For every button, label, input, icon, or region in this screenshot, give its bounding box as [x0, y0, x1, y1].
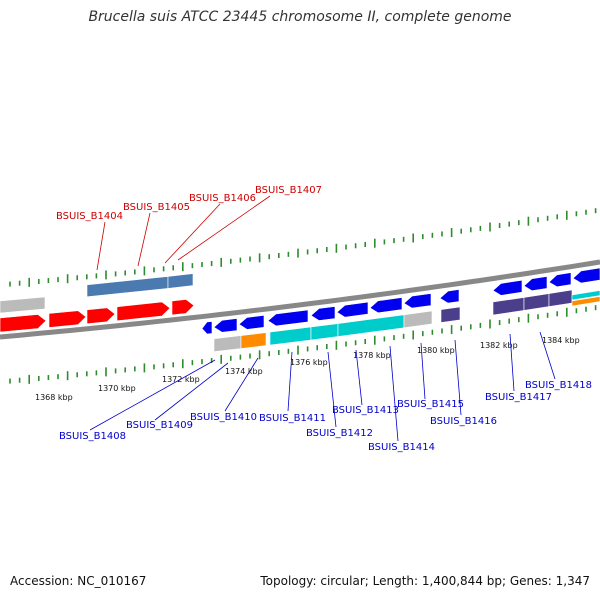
gene-label-reverse: BSUIS_B1411	[259, 413, 326, 424]
gene-label-forward: BSUIS_B1407	[255, 185, 322, 196]
leader-line	[96, 221, 106, 271]
leader-line	[224, 357, 259, 412]
gene-feature	[167, 273, 194, 289]
scale-label: 1374 kbp	[225, 367, 263, 376]
gene-feature	[572, 267, 600, 284]
gene-feature	[571, 296, 600, 307]
gene-label-forward: BSUIS_B1405	[123, 202, 190, 213]
gene-feature	[240, 332, 267, 349]
scale-label: 1368 kbp	[35, 393, 73, 402]
gene-feature	[492, 297, 525, 316]
leader-line	[137, 212, 151, 267]
scale-label: 1384 kbp	[542, 336, 580, 345]
gene-features	[0, 267, 600, 353]
gene-feature	[213, 318, 238, 333]
gene-feature	[86, 276, 169, 298]
scale-label: 1376 kbp	[290, 358, 328, 367]
scale-label: 1370 kbp	[98, 384, 136, 393]
leader-line	[355, 349, 363, 406]
gene-feature	[310, 306, 336, 321]
gene-feature	[369, 297, 403, 314]
gene-feature	[267, 309, 309, 327]
gene-feature	[171, 299, 195, 316]
leader-line	[287, 351, 293, 412]
leader-line	[327, 351, 337, 428]
gene-feature	[48, 310, 87, 328]
gene-feature	[0, 314, 47, 333]
leader-line	[154, 362, 229, 421]
gene-feature	[213, 335, 242, 353]
inner-tick-track	[9, 305, 597, 384]
gene-feature	[269, 326, 312, 346]
gene-label-reverse: BSUIS_B1417	[485, 392, 552, 403]
gene-feature	[310, 323, 339, 341]
label-leader-lines	[89, 195, 556, 442]
gene-feature	[0, 296, 46, 314]
gene-feature	[440, 306, 461, 323]
gene-feature	[201, 321, 213, 335]
gene-label-reverse: BSUIS_B1414	[368, 442, 435, 453]
scale-labels: 1368 kbp 1370 kbp 1372 kbp 1374 kbp 1376 kbp…	[35, 336, 580, 402]
gene-label-forward: BSUIS_B1406	[189, 193, 256, 204]
scale-label: 1372 kbp	[162, 375, 200, 384]
gene-label-reverse: BSUIS_B1418	[525, 380, 592, 391]
leader-line	[420, 342, 426, 400]
gene-label-forward: BSUIS_B1404	[56, 211, 123, 222]
gene-label-reverse: BSUIS_B1408	[59, 431, 126, 442]
gene-feature	[403, 310, 433, 329]
leader-line	[389, 345, 399, 442]
leader-line	[454, 339, 462, 416]
gene-label-reverse: BSUIS_B1413	[332, 405, 399, 416]
leader-line	[177, 195, 271, 261]
gene-label-reverse: BSUIS_B1409	[126, 420, 193, 431]
genome-backbone	[0, 259, 600, 340]
scale-label: 1378 kbp	[353, 351, 391, 360]
genome-summary-text: Topology: circular; Length: 1,400,844 bp…	[260, 574, 590, 588]
gene-labels: BSUIS_B1404BSUIS_B1405BSUIS_B1406BSUIS_B…	[56, 185, 592, 453]
leader-line	[164, 203, 221, 264]
gene-feature	[523, 276, 548, 292]
gene-feature	[492, 279, 523, 296]
gene-feature	[337, 314, 405, 337]
gene-feature	[548, 272, 572, 288]
accession-text: Accession: NC_010167	[10, 574, 147, 588]
gene-feature	[403, 293, 432, 309]
gene-feature	[116, 301, 171, 322]
leader-line	[539, 331, 556, 380]
gene-label-reverse: BSUIS_B1412	[306, 428, 373, 439]
map-title: Brucella suis ATCC 23445 chromosome II, …	[88, 9, 512, 25]
gene-feature	[238, 314, 265, 330]
outer-tick-track	[9, 208, 597, 287]
leader-line	[509, 333, 515, 392]
scale-label: 1380 kbp	[417, 346, 455, 355]
leader-line	[89, 359, 216, 431]
gene-feature	[523, 293, 550, 311]
gene-label-reverse: BSUIS_B1416	[430, 416, 497, 427]
scale-label: 1382 kbp	[480, 341, 518, 350]
gene-label-reverse: BSUIS_B1415	[397, 399, 464, 410]
gene-label-reverse: BSUIS_B1410	[190, 412, 257, 423]
gene-feature	[571, 290, 600, 301]
gene-feature	[439, 289, 460, 304]
gene-feature	[548, 289, 573, 307]
gene-feature	[336, 301, 369, 318]
gene-feature	[86, 307, 116, 325]
